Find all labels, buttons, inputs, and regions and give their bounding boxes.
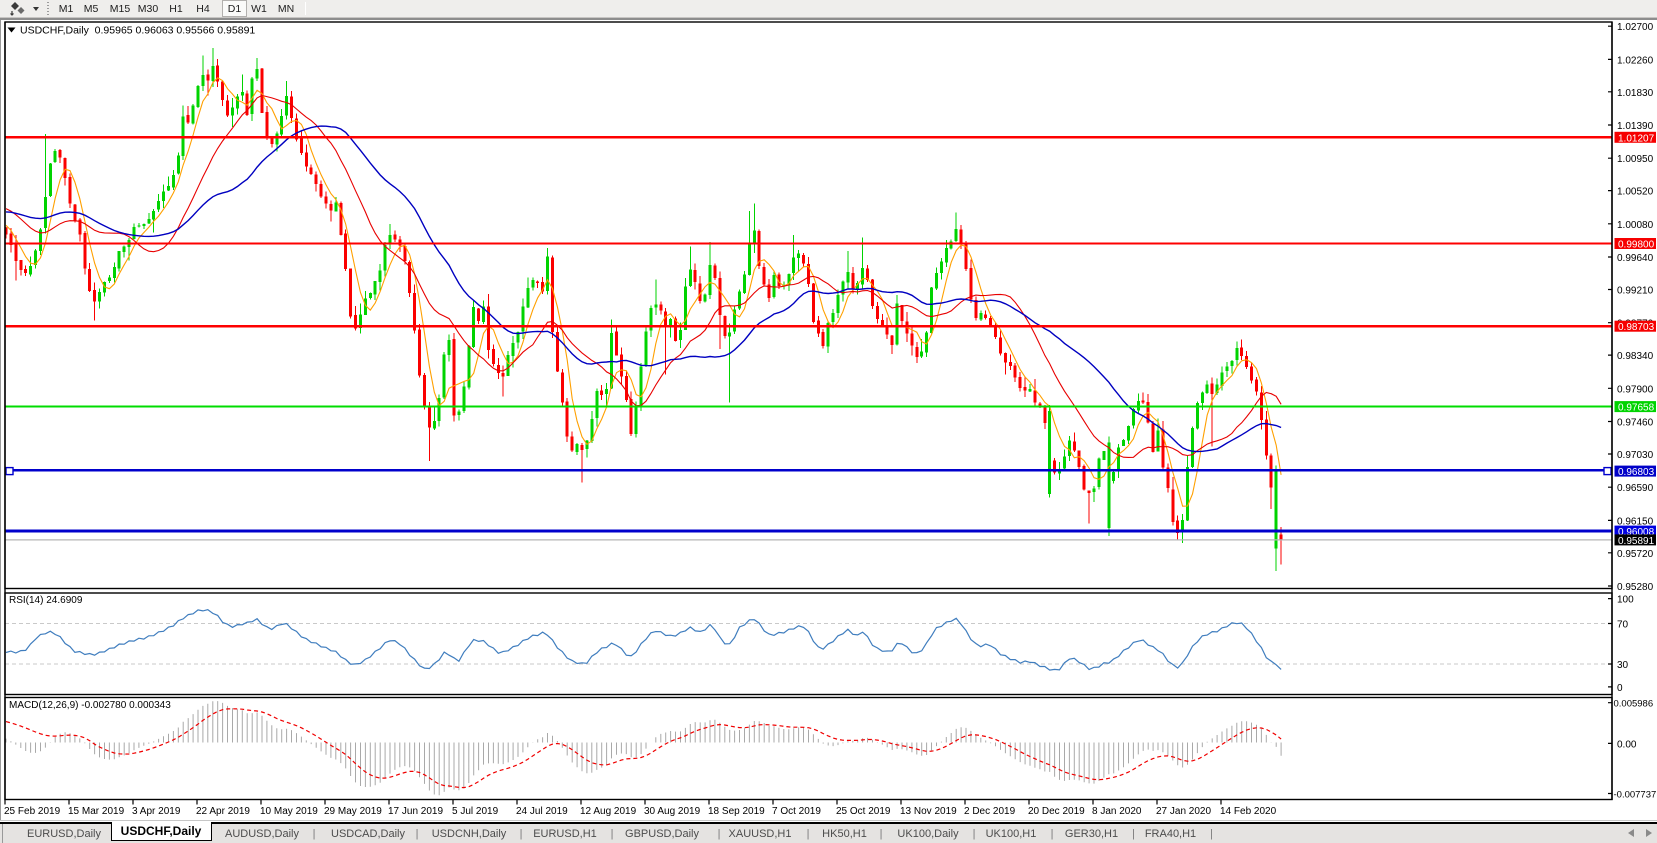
svg-text:0.95720: 0.95720 — [1617, 549, 1654, 560]
svg-text:30 Aug 2019: 30 Aug 2019 — [644, 806, 701, 817]
svg-text:0.97658: 0.97658 — [1618, 403, 1655, 414]
svg-text:1.00950: 1.00950 — [1617, 154, 1654, 165]
svg-text:29 May 2019: 29 May 2019 — [324, 806, 382, 817]
svg-text:1.00080: 1.00080 — [1617, 220, 1654, 231]
svg-text:0.98340: 0.98340 — [1617, 351, 1654, 362]
svg-text:0.005986: 0.005986 — [1614, 699, 1654, 710]
svg-text:1.00520: 1.00520 — [1617, 187, 1654, 198]
svg-text:20 Dec 2019: 20 Dec 2019 — [1028, 806, 1085, 817]
svg-text:0.95280: 0.95280 — [1617, 582, 1654, 593]
svg-text:7 Oct 2019: 7 Oct 2019 — [772, 806, 821, 817]
svg-text:30: 30 — [1617, 660, 1629, 671]
svg-text:27 Jan 2020: 27 Jan 2020 — [1156, 806, 1211, 817]
svg-text:0.97900: 0.97900 — [1617, 384, 1654, 395]
svg-text:0.96803: 0.96803 — [1618, 467, 1655, 478]
svg-text:0.99640: 0.99640 — [1617, 253, 1654, 264]
svg-text:8 Jan 2020: 8 Jan 2020 — [1092, 806, 1142, 817]
svg-text:2 Dec 2019: 2 Dec 2019 — [964, 806, 1016, 817]
svg-text:1.02260: 1.02260 — [1617, 55, 1654, 66]
svg-text:15 Mar 2019: 15 Mar 2019 — [68, 806, 125, 817]
svg-text:RSI(14) 24.6909: RSI(14) 24.6909 — [9, 595, 83, 606]
svg-text:25 Feb 2019: 25 Feb 2019 — [4, 806, 61, 817]
svg-text:USDCHF,Daily 0.95965 0.96063: USDCHF,Daily 0.95965 0.96063 0.95566 0.9… — [20, 25, 255, 37]
svg-text:22 Apr 2019: 22 Apr 2019 — [196, 806, 250, 817]
svg-text:17 Jun 2019: 17 Jun 2019 — [388, 806, 443, 817]
svg-text:1.01390: 1.01390 — [1617, 121, 1654, 132]
svg-text:0.97460: 0.97460 — [1617, 418, 1654, 429]
svg-text:1.01207: 1.01207 — [1618, 133, 1655, 144]
svg-text:0.96150: 0.96150 — [1617, 516, 1654, 527]
svg-text:1.01830: 1.01830 — [1617, 88, 1654, 99]
svg-text:25 Oct 2019: 25 Oct 2019 — [836, 806, 891, 817]
svg-text:24 Jul 2019: 24 Jul 2019 — [516, 806, 568, 817]
svg-text:-0.007737: -0.007737 — [1614, 790, 1657, 801]
svg-text:10 May 2019: 10 May 2019 — [260, 806, 318, 817]
svg-text:0.00: 0.00 — [1617, 739, 1637, 750]
svg-text:1.02700: 1.02700 — [1617, 22, 1654, 33]
svg-text:70: 70 — [1617, 620, 1629, 631]
svg-text:0.96008: 0.96008 — [1618, 527, 1655, 538]
svg-text:13 Nov 2019: 13 Nov 2019 — [900, 806, 957, 817]
svg-text:100: 100 — [1617, 595, 1634, 606]
svg-text:0: 0 — [1617, 683, 1623, 694]
svg-text:0.95891: 0.95891 — [1618, 536, 1655, 547]
svg-text:18 Sep 2019: 18 Sep 2019 — [708, 806, 765, 817]
svg-text:3 Apr 2019: 3 Apr 2019 — [132, 806, 181, 817]
svg-text:MACD(12,26,9) -0.002780 0.0003: MACD(12,26,9) -0.002780 0.000343 — [9, 700, 171, 711]
svg-text:0.99210: 0.99210 — [1617, 286, 1654, 297]
svg-text:12 Aug 2019: 12 Aug 2019 — [580, 806, 637, 817]
svg-text:0.98703: 0.98703 — [1618, 322, 1655, 333]
svg-text:5 Jul 2019: 5 Jul 2019 — [452, 806, 499, 817]
svg-text:0.97030: 0.97030 — [1617, 450, 1654, 461]
svg-text:0.99800: 0.99800 — [1618, 240, 1655, 251]
svg-text:0.96590: 0.96590 — [1617, 483, 1654, 494]
svg-text:14 Feb 2020: 14 Feb 2020 — [1220, 806, 1277, 817]
